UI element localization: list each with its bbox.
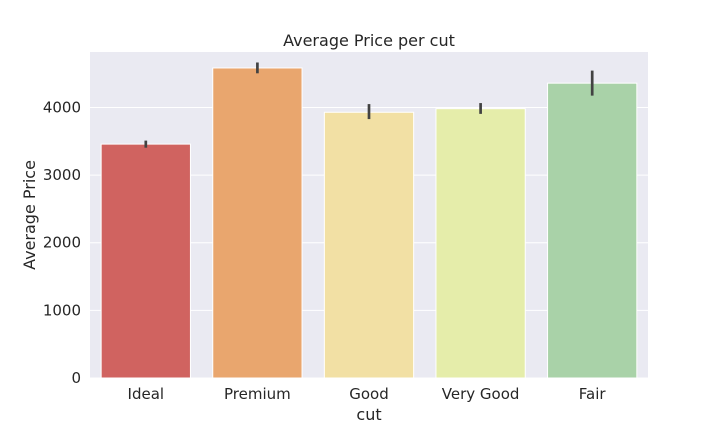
x-axis-label: cut (356, 405, 381, 424)
bar (100, 143, 191, 379)
y-tick-label: 3000 (43, 166, 81, 184)
x-tick-labels: Ideal Premium Good Very Good Fair (128, 385, 607, 403)
bar (212, 67, 303, 379)
y-tick-label: 1000 (43, 301, 81, 319)
x-tick-label: Fair (579, 385, 607, 403)
x-tick-label: Good (349, 385, 389, 403)
x-tick-label: Very Good (442, 385, 520, 403)
y-axis-label: Average Price (20, 160, 39, 270)
x-tick-label: Ideal (128, 385, 165, 403)
y-tick-label: 0 (71, 369, 81, 387)
chart-title: Average Price per cut (283, 31, 455, 50)
y-tick-label: 4000 (43, 98, 81, 116)
bar (435, 108, 526, 379)
y-tick-label: 2000 (43, 234, 81, 252)
x-tick-label: Premium (224, 385, 291, 403)
y-tick-labels: 0 1000 2000 3000 4000 (43, 98, 81, 387)
bars (100, 67, 638, 379)
error-bars (144, 62, 594, 148)
bar (323, 111, 415, 379)
bar (547, 82, 638, 379)
